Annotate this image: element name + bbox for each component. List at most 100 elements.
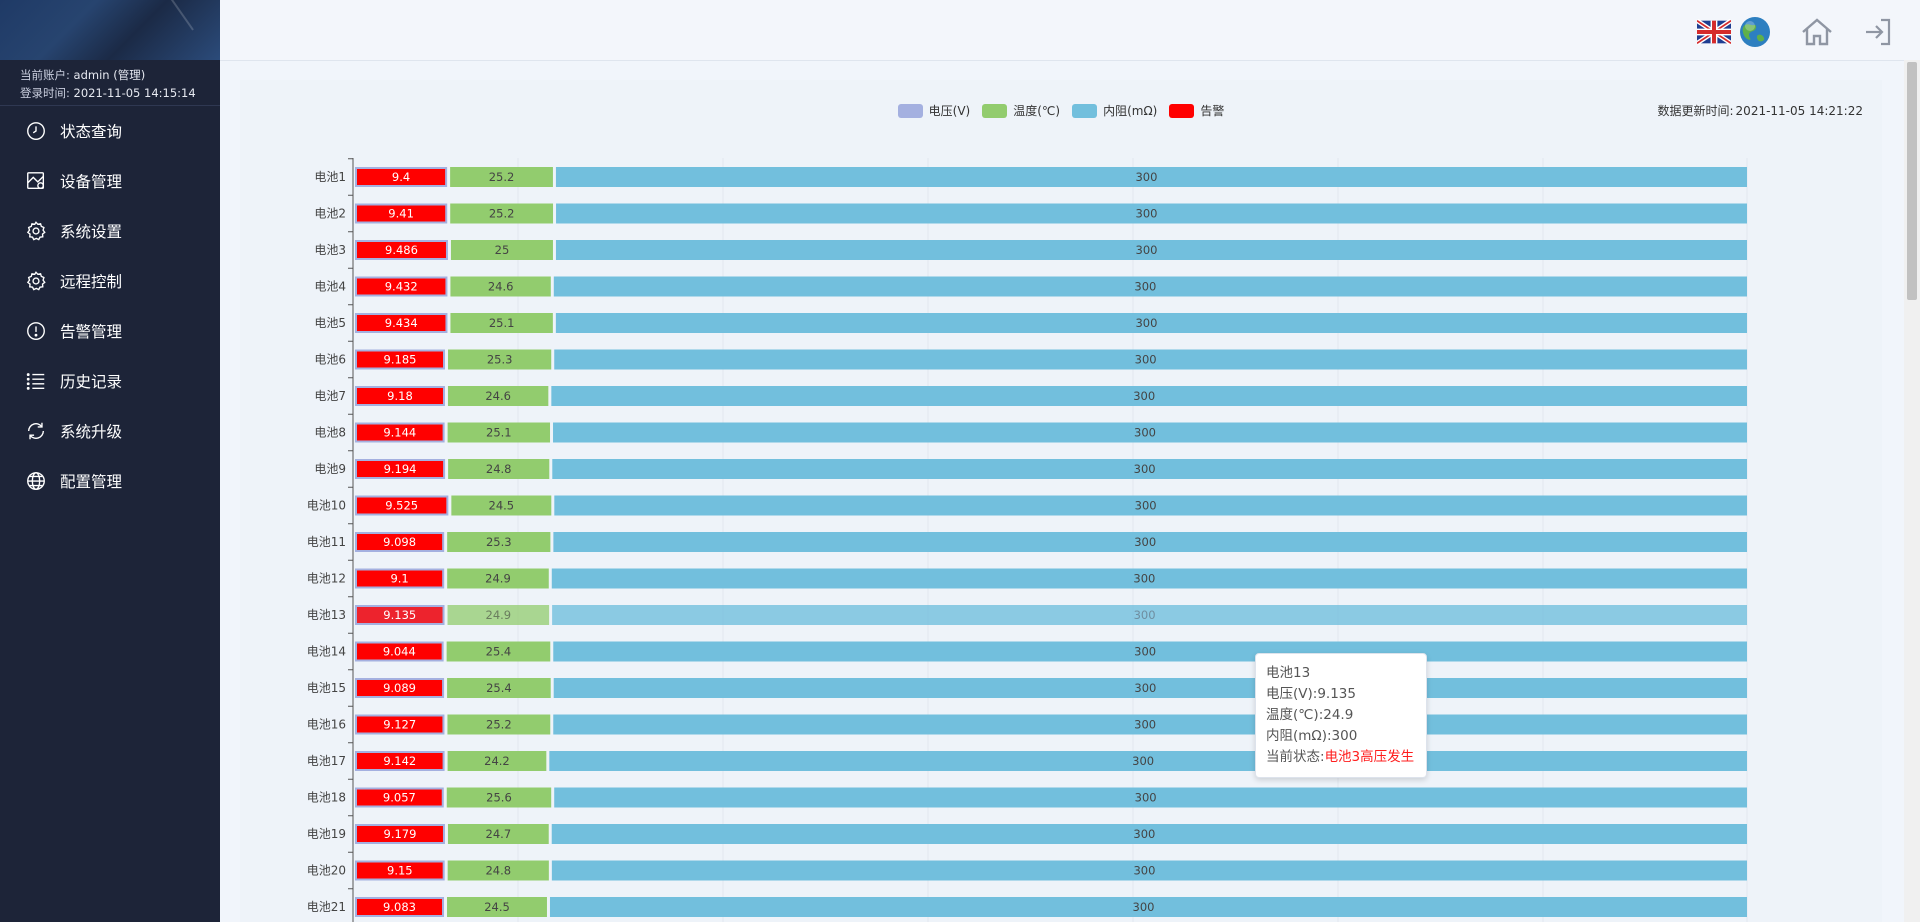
- resistance-bar: [553, 678, 1747, 698]
- temperature-bar: [450, 167, 553, 187]
- menu-item-label: 远程控制: [60, 273, 123, 291]
- menu-item-label: 历史记录: [60, 373, 123, 391]
- legend-item-voltage[interactable]: 电压(V): [897, 102, 971, 119]
- category-label: 电池5: [314, 316, 346, 330]
- current-user-label: 当前账户:: [20, 68, 70, 82]
- menu-item-alarm[interactable]: 告警管理: [0, 306, 220, 356]
- resistance-bar: [552, 605, 1747, 625]
- globe-icon: [24, 469, 48, 493]
- resistance-value-label: 300: [1134, 645, 1156, 659]
- resistance-bar: [553, 714, 1747, 735]
- tooltip-resistance: 内阻(mΩ):300: [1266, 728, 1358, 744]
- category-label: 电池18: [307, 791, 346, 805]
- voltage-value-label: 9.486: [385, 243, 418, 257]
- current-user-value: admin (管理): [73, 68, 146, 82]
- voltage-bar: [357, 680, 443, 696]
- temperature-value-label: 25.4: [486, 681, 512, 695]
- menu-item-device[interactable]: 设备管理: [0, 156, 220, 206]
- sidebar-menu: 状态查询 设备管理 系统设置 远程控制 告警管理: [0, 106, 220, 506]
- menu-item-upgrade[interactable]: 系统升级: [0, 406, 220, 456]
- temperature-value-label: 25.3: [486, 535, 512, 549]
- resistance-value-label: 300: [1135, 499, 1157, 513]
- temperature-value-label: 24.5: [489, 499, 515, 513]
- voltage-value-label: 9.525: [385, 499, 418, 513]
- globe-icon[interactable]: [1737, 14, 1773, 50]
- voltage-value-label: 9.135: [383, 608, 416, 622]
- uk-flag-icon[interactable]: [1696, 14, 1732, 50]
- voltage-value-label: 9.194: [384, 462, 417, 476]
- category-label: 电池10: [307, 499, 346, 513]
- voltage-value-label: 9.185: [384, 353, 417, 367]
- update-time-value: 2021-11-05 14:21:22: [1735, 104, 1863, 118]
- alert-icon: [24, 319, 48, 343]
- temperature-bar: [448, 459, 550, 479]
- legend-item-alarm[interactable]: 告警: [1169, 102, 1224, 119]
- legend-item-temperature[interactable]: 温度(℃): [982, 102, 1060, 119]
- temperature-value-label: 24.7: [486, 827, 512, 841]
- category-label: 电池8: [314, 426, 346, 440]
- resistance-bar: [553, 276, 1747, 297]
- login-time: 登录时间: 2021-11-05 14:15:14: [20, 84, 220, 102]
- scrollbar-thumb[interactable]: [1907, 62, 1917, 300]
- menu-item-remote[interactable]: 远程控制: [0, 256, 220, 306]
- resistance-bar: [554, 787, 1748, 808]
- legend-swatch: [1072, 103, 1098, 118]
- menu-item-settings[interactable]: 系统设置: [0, 206, 220, 256]
- voltage-value-label: 9.089: [383, 681, 416, 695]
- legend-label: 告警: [1200, 104, 1225, 118]
- category-label: 电池9: [314, 462, 346, 476]
- legend-label: 电压(V): [928, 104, 971, 118]
- tooltip-status-label: 当前状态:: [1266, 749, 1325, 765]
- gear-icon: [24, 269, 48, 293]
- resistance-value-label: 300: [1133, 389, 1155, 403]
- voltage-value-label: 9.41: [388, 207, 414, 221]
- menu-item-label: 系统升级: [60, 423, 123, 441]
- resistance-value-label: 300: [1135, 353, 1157, 367]
- data-update-time: 数据更新时间: 2021-11-05 14:21:22: [1656, 102, 1864, 119]
- sidebar-banner: [0, 0, 220, 60]
- voltage-bar: [357, 716, 443, 733]
- login-time-label: 登录时间:: [20, 86, 70, 100]
- temperature-value-label: 25: [495, 243, 510, 257]
- tooltip-status: 当前状态:电池3高压发生: [1266, 747, 1416, 768]
- menu-item-label: 系统设置: [60, 223, 123, 241]
- category-label: 电池1: [314, 170, 346, 184]
- temperature-bar: [447, 860, 549, 881]
- legend-swatch: [897, 103, 923, 118]
- page-scrollbar[interactable]: [1904, 60, 1920, 922]
- resistance-value-label: 300: [1134, 462, 1156, 476]
- logout-icon[interactable]: [1860, 14, 1896, 50]
- resistance-bar: [551, 860, 1747, 881]
- voltage-bar: [357, 607, 443, 623]
- resistance-value-label: 300: [1133, 572, 1155, 586]
- category-label: 电池3: [314, 243, 346, 257]
- category-label: 电池17: [307, 754, 346, 768]
- resistance-value-label: 300: [1135, 316, 1157, 330]
- temperature-value-label: 25.2: [486, 718, 512, 732]
- chart-legend: 电压(V) 温度(℃) 内阻(mΩ) 告警: [240, 102, 1882, 119]
- category-label: 电池12: [307, 572, 346, 586]
- legend-label: 内阻(mΩ): [1103, 104, 1158, 118]
- voltage-value-label: 9.044: [383, 645, 416, 659]
- resistance-value-label: 300: [1133, 827, 1155, 841]
- voltage-bar: [357, 424, 443, 441]
- menu-item-history[interactable]: 历史记录: [0, 356, 220, 406]
- resistance-value-label: 300: [1134, 681, 1156, 695]
- voltage-value-label: 9.057: [383, 791, 416, 805]
- home-icon[interactable]: [1799, 14, 1835, 50]
- tooltip-status-value: 电池3高压发生: [1324, 749, 1415, 765]
- resistance-bar: [551, 824, 1747, 844]
- menu-item-label: 状态查询: [60, 123, 123, 141]
- voltage-bar: [357, 534, 443, 550]
- resistance-value-label: 300: [1134, 608, 1156, 622]
- legend-item-resistance[interactable]: 内阻(mΩ): [1072, 102, 1157, 119]
- resistance-bar: [554, 349, 1747, 370]
- menu-item-config[interactable]: 配置管理: [0, 456, 220, 506]
- menu-item-status[interactable]: 状态查询: [0, 106, 220, 156]
- voltage-value-label: 9.4: [392, 170, 410, 184]
- voltage-value-label: 9.434: [385, 316, 418, 330]
- resistance-bar: [553, 641, 1747, 662]
- resistance-bar: [551, 386, 1747, 406]
- temperature-value-label: 24.9: [485, 572, 511, 586]
- temperature-bar: [450, 240, 553, 260]
